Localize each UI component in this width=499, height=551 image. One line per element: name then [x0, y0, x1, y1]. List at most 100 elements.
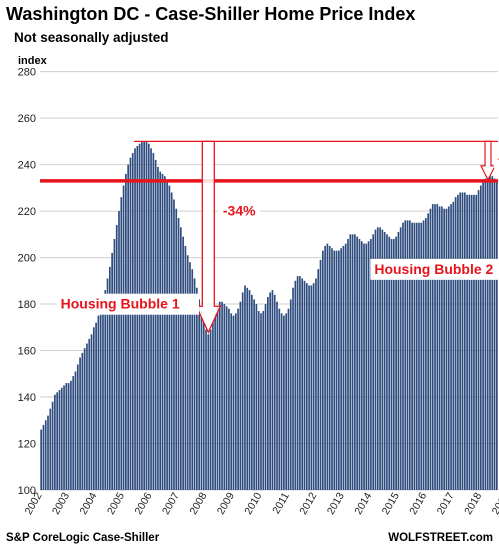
bar [191, 269, 194, 490]
bar [315, 278, 317, 490]
bar [106, 278, 109, 490]
bar [342, 245, 345, 490]
bar [331, 248, 333, 490]
bubble-2-label: Housing Bubble 2 [374, 261, 493, 277]
bar [143, 141, 146, 490]
x-tick-label: 2009 [215, 490, 237, 516]
bar [248, 290, 251, 490]
bar [244, 285, 246, 490]
bar [496, 180, 498, 490]
label-backdrop [493, 148, 499, 169]
bar [278, 308, 281, 490]
bar [246, 287, 249, 490]
bar [65, 383, 68, 490]
bar [56, 392, 59, 490]
label-backdrop [370, 258, 499, 280]
bar [216, 306, 219, 490]
y-tick-label: 240 [18, 160, 36, 172]
bar [92, 327, 95, 490]
bar [177, 218, 180, 490]
decline-7-label: -7% [498, 150, 499, 165]
bar [351, 234, 354, 490]
x-tick-label: 2006 [132, 490, 154, 516]
bar [486, 176, 489, 490]
bar [413, 222, 416, 490]
bar [136, 146, 139, 490]
bar [90, 334, 93, 490]
bar [109, 266, 111, 490]
bar [214, 313, 217, 490]
bar [79, 357, 81, 490]
bar [237, 308, 239, 490]
y-tick-label: 140 [18, 392, 36, 404]
y-tick-label: 120 [18, 439, 36, 451]
bar [296, 276, 299, 490]
bar [125, 173, 127, 490]
bar [72, 376, 75, 490]
bar [372, 234, 375, 490]
bar [482, 180, 484, 490]
annotations-layer: Housing Bubble 1 Housing Bubble 2 -34% -7% [40, 140, 499, 334]
bar [305, 283, 308, 490]
bar [262, 311, 265, 490]
bar [370, 238, 372, 490]
bar [207, 334, 210, 490]
bar [470, 194, 473, 491]
bar [76, 364, 79, 490]
bar [399, 227, 402, 490]
bar [287, 308, 290, 490]
bar [67, 383, 70, 490]
bar [438, 206, 441, 490]
bar [81, 352, 84, 490]
label-backdrop [56, 293, 200, 315]
y-tick-label: 100 [18, 485, 36, 497]
bar [157, 166, 159, 490]
bar [161, 173, 164, 490]
bar [184, 245, 187, 490]
bar [264, 304, 267, 490]
bar [283, 315, 285, 490]
bar [367, 241, 370, 490]
bar [127, 164, 130, 490]
credit-note: WOLFSTREET.com [388, 532, 493, 544]
grid-lines [40, 71, 498, 491]
bar [404, 220, 407, 491]
x-tick-label: 2014 [352, 490, 374, 516]
bar [234, 313, 237, 490]
bar [324, 245, 326, 490]
bar [115, 225, 118, 490]
bar [58, 390, 61, 490]
x-tick-label: 2007 [160, 490, 182, 516]
bar [83, 348, 86, 490]
bar [189, 262, 191, 490]
bar [386, 234, 388, 490]
bar [280, 313, 283, 490]
bar [120, 197, 123, 490]
bar [356, 236, 359, 490]
x-tick-label: 2015 [380, 490, 402, 516]
bar [230, 313, 233, 490]
bar [173, 199, 175, 490]
bar [225, 306, 228, 490]
chart-subtitle: Not seasonally adjusted [14, 30, 169, 45]
bar [443, 208, 446, 490]
bar [74, 371, 77, 490]
bar [376, 227, 379, 490]
bar [425, 218, 427, 490]
bar [70, 380, 72, 490]
bar [354, 234, 356, 490]
bar [212, 322, 214, 490]
bar [310, 285, 313, 490]
bar [63, 385, 65, 490]
bar [86, 343, 88, 490]
bar [390, 238, 393, 490]
bar [228, 308, 230, 490]
bar [358, 238, 361, 490]
bar [379, 227, 381, 490]
bar [267, 297, 269, 490]
bar [239, 301, 242, 490]
bar [363, 243, 365, 490]
bar [415, 222, 418, 490]
bar [170, 192, 173, 490]
